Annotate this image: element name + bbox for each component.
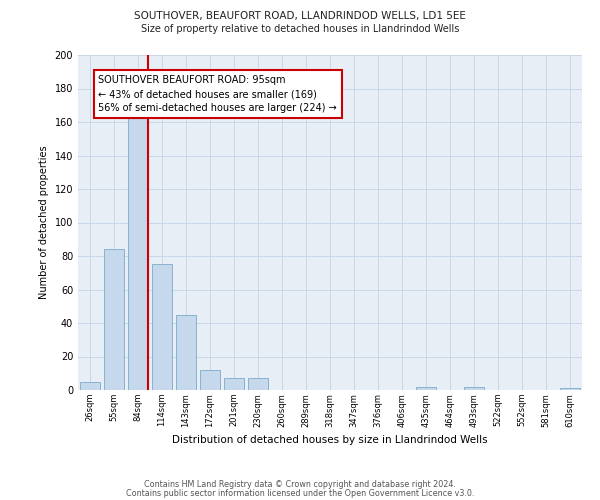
Text: SOUTHOVER BEAUFORT ROAD: 95sqm
← 43% of detached houses are smaller (169)
56% of: SOUTHOVER BEAUFORT ROAD: 95sqm ← 43% of … [98,75,337,113]
Bar [176,314,196,390]
Bar [224,378,244,390]
Bar [80,382,100,390]
Bar [152,264,172,390]
Bar [248,378,268,390]
Bar [560,388,580,390]
Bar [128,114,148,390]
Text: Contains public sector information licensed under the Open Government Licence v3: Contains public sector information licen… [126,488,474,498]
Bar [104,250,124,390]
Text: SOUTHOVER, BEAUFORT ROAD, LLANDRINDOD WELLS, LD1 5EE: SOUTHOVER, BEAUFORT ROAD, LLANDRINDOD WE… [134,11,466,21]
Text: Size of property relative to detached houses in Llandrindod Wells: Size of property relative to detached ho… [141,24,459,34]
X-axis label: Distribution of detached houses by size in Llandrindod Wells: Distribution of detached houses by size … [172,435,488,445]
Y-axis label: Number of detached properties: Number of detached properties [39,146,49,300]
Bar [464,386,484,390]
Bar [200,370,220,390]
Bar [416,386,436,390]
Text: Contains HM Land Registry data © Crown copyright and database right 2024.: Contains HM Land Registry data © Crown c… [144,480,456,489]
